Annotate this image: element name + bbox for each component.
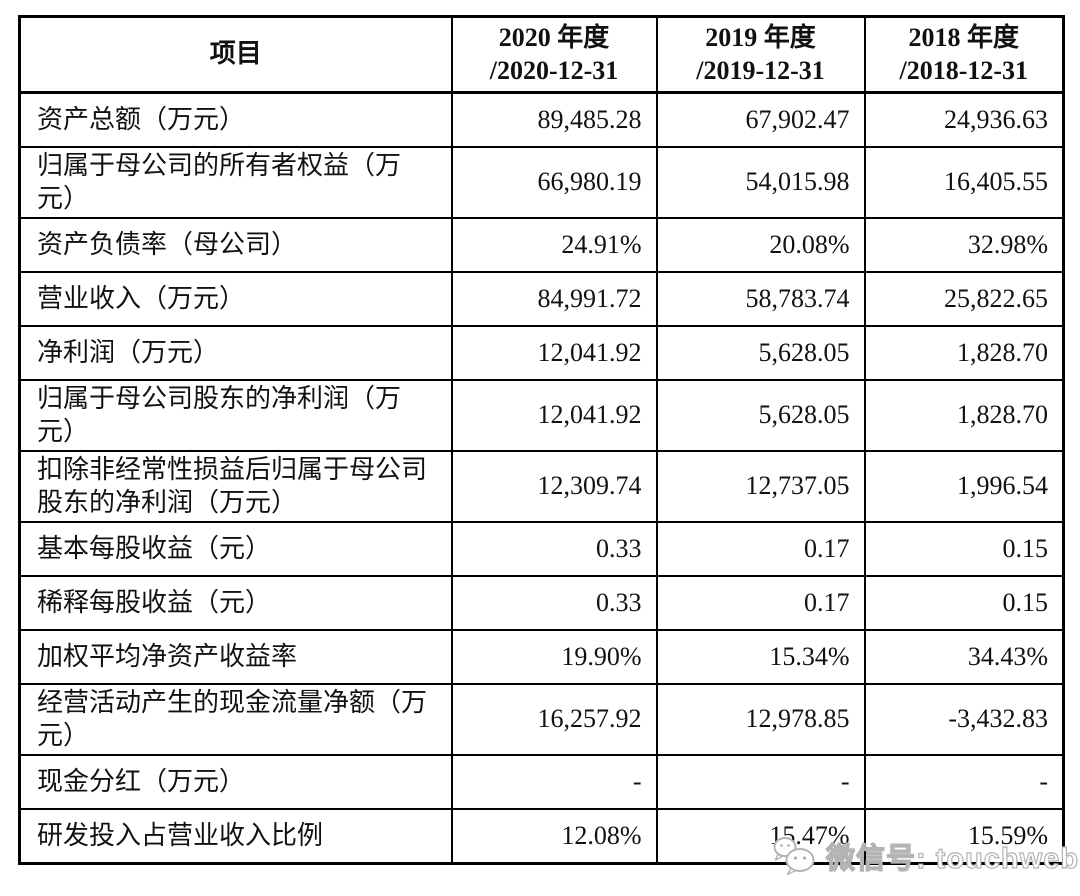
table-row: 营业收入（万元） 84,991.72 58,783.74 25,822.65 <box>18 271 1065 327</box>
row-value: 84,991.72 <box>450 271 658 327</box>
row-label: 营业收入（万元） <box>18 271 453 327</box>
header-item: 项目 <box>18 15 453 94</box>
row-value: 5,628.05 <box>655 379 866 452</box>
row-value: 24.91% <box>450 217 658 273</box>
header-period-2: 2018 年度 /2018-12-31 <box>863 15 1065 94</box>
row-value: 12,309.74 <box>450 450 658 523</box>
table-row: 研发投入占营业收入比例 12.08% 15.47% 15.59% <box>18 808 1065 865</box>
row-value: 25,822.65 <box>863 271 1065 327</box>
row-value: 20.08% <box>655 217 866 273</box>
row-value: -3,432.83 <box>863 683 1065 756</box>
table-row: 经营活动产生的现金流量净额（万 元） 16,257.92 12,978.85 -3,4… <box>18 683 1065 756</box>
row-label: 基本每股收益（元） <box>18 521 453 577</box>
row-value: - <box>450 754 658 810</box>
header-period-1: 2019 年度 /2019-12-31 <box>655 15 866 94</box>
row-value: 12,041.92 <box>450 325 658 381</box>
row-value: 0.17 <box>655 521 866 577</box>
row-label: 经营活动产生的现金流量净额（万 元） <box>18 683 453 756</box>
row-label: 研发投入占营业收入比例 <box>18 808 453 865</box>
row-value: 32.98% <box>863 217 1065 273</box>
row-value: - <box>863 754 1065 810</box>
row-label: 资产总额（万元） <box>18 91 453 148</box>
row-value: 15.47% <box>655 808 866 865</box>
row-label: 归属于母公司的所有者权益（万 元） <box>18 146 453 219</box>
row-value: 0.33 <box>450 521 658 577</box>
row-value: 0.33 <box>450 575 658 631</box>
header-period-0: 2020 年度 /2020-12-31 <box>450 15 658 94</box>
row-value: 15.34% <box>655 629 866 685</box>
row-value: 5,628.05 <box>655 325 866 381</box>
row-label: 资产负债率（母公司） <box>18 217 453 273</box>
row-value: 19.90% <box>450 629 658 685</box>
table-row: 资产负债率（母公司） 24.91% 20.08% 32.98% <box>18 217 1065 273</box>
watermark: 微信号: touchweb <box>772 834 1079 878</box>
table-row: 现金分红（万元） - - - <box>18 754 1065 810</box>
table-row: 扣除非经常性损益后归属于母公司 股东的净利润（万元） 12,309.74 12,73… <box>18 450 1065 523</box>
wechat-icon <box>772 834 818 878</box>
row-label: 稀释每股收益（元） <box>18 575 453 631</box>
row-label: 现金分红（万元） <box>18 754 453 810</box>
row-value: 89,485.28 <box>450 91 658 148</box>
row-label: 扣除非经常性损益后归属于母公司 股东的净利润（万元） <box>18 450 453 523</box>
row-value: 34.43% <box>863 629 1065 685</box>
row-label: 归属于母公司股东的净利润（万 元） <box>18 379 453 452</box>
table-row: 基本每股收益（元） 0.33 0.17 0.15 <box>18 521 1065 577</box>
row-value: 16,405.55 <box>863 146 1065 219</box>
row-value: - <box>655 754 866 810</box>
row-value: 1,828.70 <box>863 379 1065 452</box>
table-row: 稀释每股收益（元） 0.33 0.17 0.15 <box>18 575 1065 631</box>
row-value: 12,041.92 <box>450 379 658 452</box>
table-row: 归属于母公司股东的净利润（万 元） 12,041.92 5,628.05 1,828.… <box>18 379 1065 452</box>
row-value: 58,783.74 <box>655 271 866 327</box>
row-value: 1,996.54 <box>863 450 1065 523</box>
row-value: 66,980.19 <box>450 146 658 219</box>
table-row: 归属于母公司的所有者权益（万 元） 66,980.19 54,015.98 16,40… <box>18 146 1065 219</box>
row-label: 净利润（万元） <box>18 325 453 381</box>
row-value: 12,978.85 <box>655 683 866 756</box>
row-value: 15.59% <box>863 808 1065 865</box>
row-value: 16,257.92 <box>450 683 658 756</box>
row-value: 12.08% <box>450 808 658 865</box>
row-value: 24,936.63 <box>863 91 1065 148</box>
row-value: 67,902.47 <box>655 91 866 148</box>
row-value: 0.15 <box>863 521 1065 577</box>
table-row: 资产总额（万元） 89,485.28 67,902.47 24,936.63 <box>18 91 1065 148</box>
row-value: 54,015.98 <box>655 146 866 219</box>
table-header-row: 项目 2020 年度 /2020-12-31 2019 年度 /2019-12-3… <box>18 15 1065 94</box>
financial-highlights-table: 项目 2020 年度 /2020-12-31 2019 年度 /2019-12-3… <box>18 15 1065 865</box>
table-row: 加权平均净资产收益率 19.90% 15.34% 34.43% <box>18 629 1065 685</box>
row-label: 加权平均净资产收益率 <box>18 629 453 685</box>
table-row: 净利润（万元） 12,041.92 5,628.05 1,828.70 <box>18 325 1065 381</box>
row-value: 0.17 <box>655 575 866 631</box>
watermark-text: 微信号: touchweb <box>825 842 1080 875</box>
row-value: 1,828.70 <box>863 325 1065 381</box>
row-value: 0.15 <box>863 575 1065 631</box>
row-value: 12,737.05 <box>655 450 866 523</box>
